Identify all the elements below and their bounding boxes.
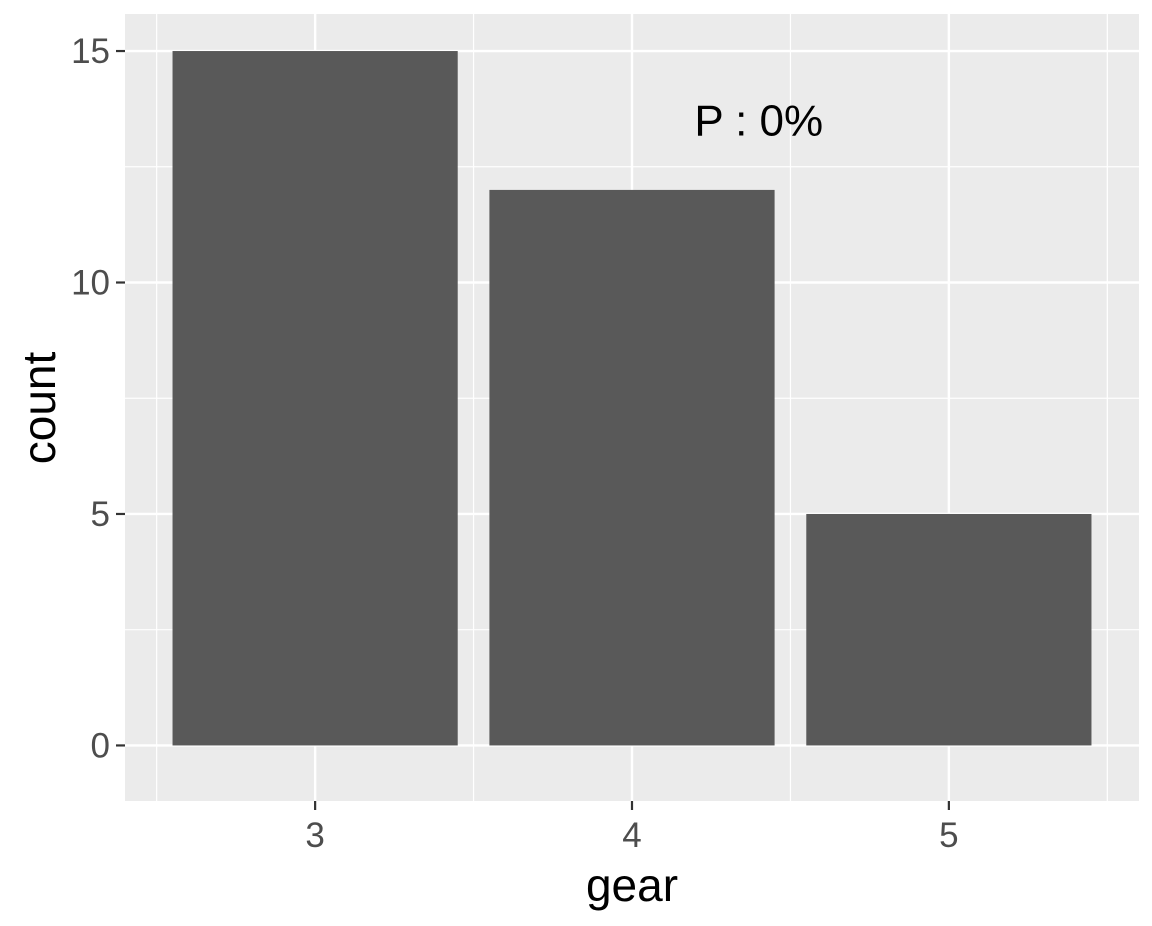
x-axis: 3 4 5 [305, 801, 959, 855]
bar-gear-3 [172, 51, 458, 746]
y-tick-label: 10 [71, 264, 110, 303]
annotation-label: P : 0% [694, 96, 823, 145]
x-axis-title: gear [586, 859, 678, 911]
bars-group [172, 51, 1092, 746]
bar-gear-4 [489, 189, 775, 746]
y-axis: 0 5 10 15 [71, 32, 125, 765]
y-tick-label: 0 [91, 726, 110, 765]
bar-gear-5 [806, 513, 1092, 746]
x-tick-label: 3 [305, 816, 324, 855]
y-tick-label: 15 [71, 32, 110, 71]
x-tick-label: 4 [622, 816, 641, 855]
y-tick-label: 5 [91, 495, 110, 534]
y-axis-title: count [13, 352, 65, 465]
x-tick-label: 5 [939, 816, 958, 855]
